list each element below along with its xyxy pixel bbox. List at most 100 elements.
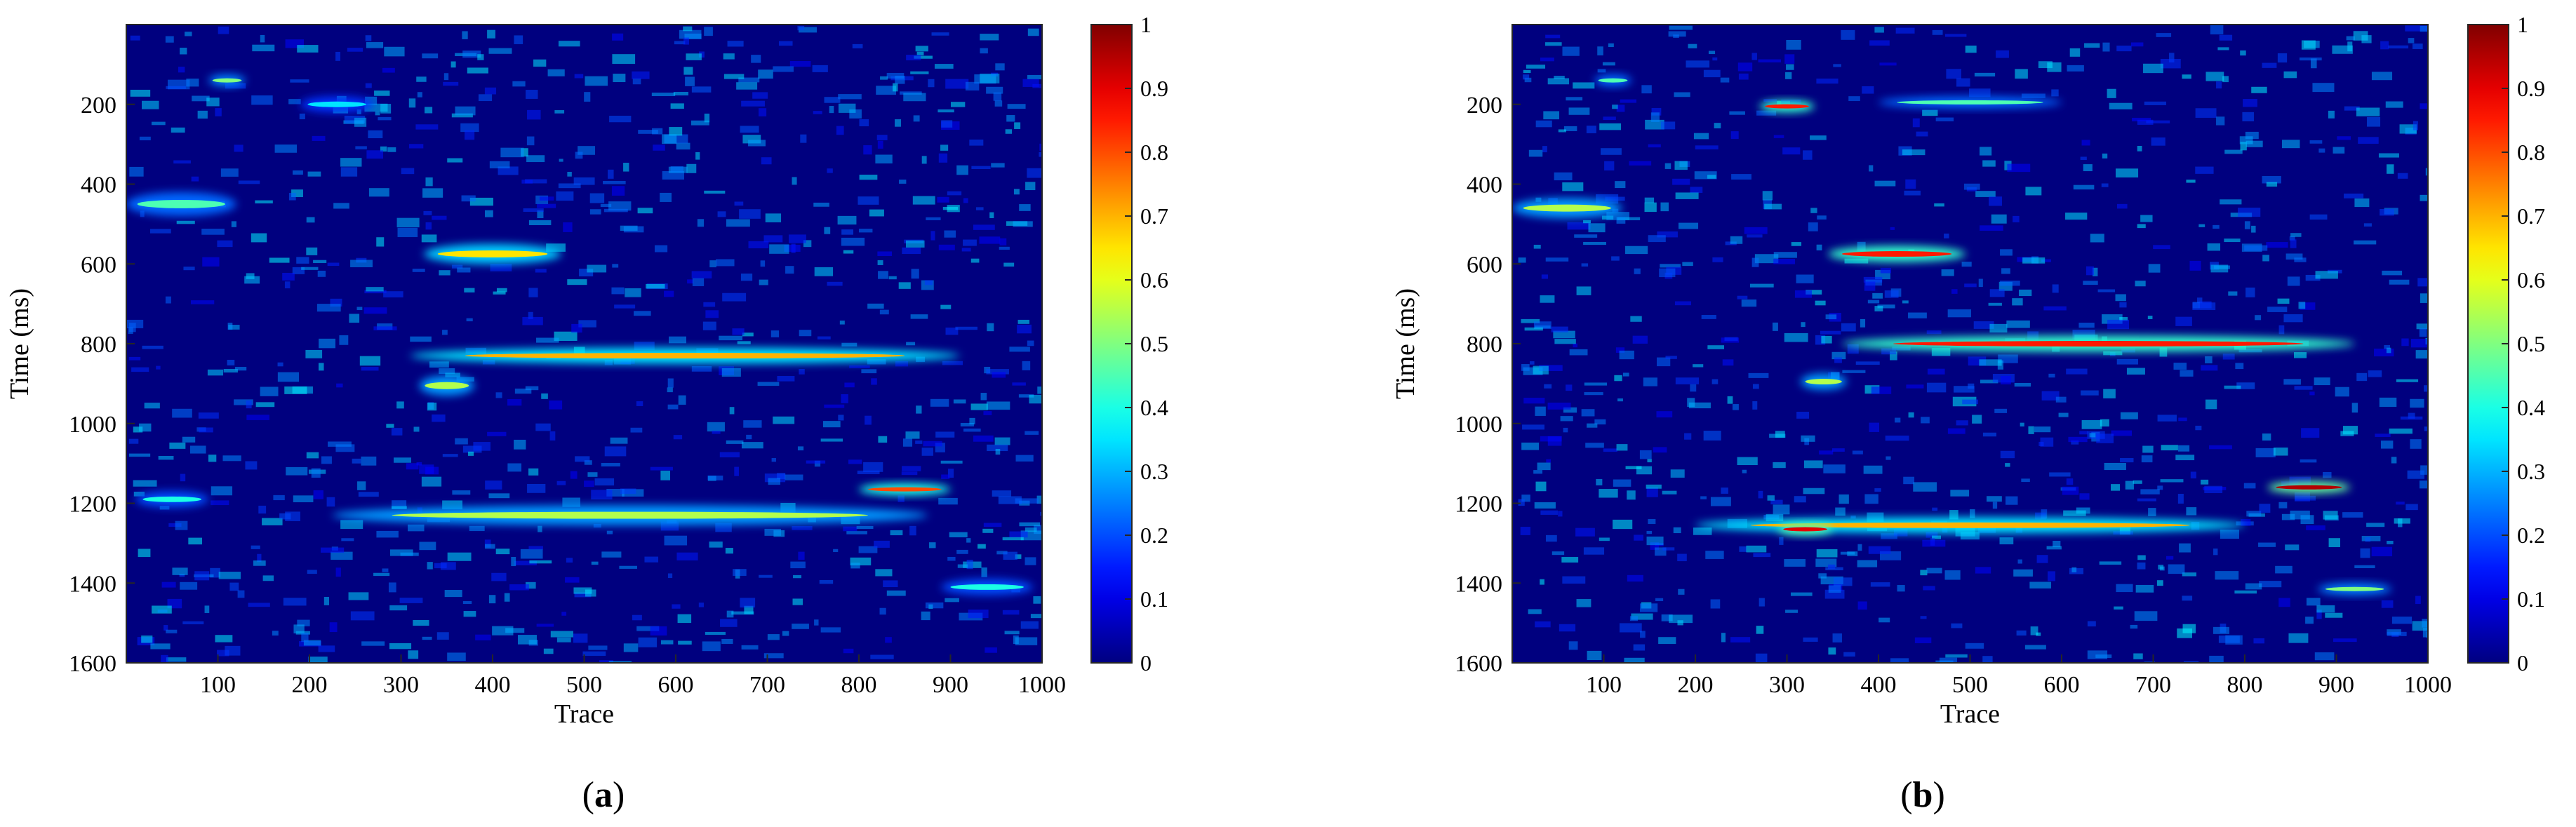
y-tick-label: 1600: [69, 651, 116, 677]
noise-speck: [2180, 370, 2194, 377]
noise-speck: [413, 426, 420, 432]
noise-speck: [396, 217, 420, 228]
noise-speck: [912, 196, 935, 205]
noise-speck: [1659, 268, 1676, 278]
noise-speck: [260, 34, 265, 43]
noise-speck: [1524, 77, 1532, 83]
noise-speck: [363, 307, 387, 314]
noise-speck: [1752, 401, 1758, 410]
noise-speck: [2153, 245, 2170, 250]
noise-speck: [2104, 462, 2126, 471]
noise-speck: [638, 130, 658, 134]
noise-speck: [274, 144, 297, 153]
noise-speck: [218, 572, 241, 579]
noise-speck: [1597, 69, 1606, 73]
noise-speck: [1616, 217, 1626, 224]
noise-speck: [2137, 224, 2146, 229]
noise-speck: [1639, 450, 1652, 459]
noise-speck: [740, 126, 759, 133]
noise-speck: [582, 651, 606, 656]
noise-speck: [2068, 436, 2088, 443]
noise-speck: [217, 650, 229, 657]
noise-speck: [2093, 267, 2098, 276]
noise-speck: [279, 513, 291, 520]
noise-speck: [1951, 289, 1958, 294]
noise-speck: [527, 483, 546, 493]
noise-speck: [1935, 117, 1954, 121]
feature-core: [392, 511, 869, 519]
noise-speck: [869, 209, 884, 217]
noise-speck: [2306, 525, 2325, 530]
noise-speck: [1534, 502, 1556, 509]
noise-speck: [2038, 61, 2053, 69]
noise-speck: [2024, 645, 2046, 650]
noise-speck: [741, 442, 763, 449]
noise-speck: [715, 523, 732, 532]
noise-speck: [691, 120, 709, 126]
noise-speck: [1523, 69, 1531, 74]
noise-speck: [2116, 203, 2128, 209]
noise-speck: [354, 117, 367, 127]
noise-speck: [667, 573, 673, 579]
noise-speck: [623, 643, 639, 652]
noise-speck: [2309, 140, 2323, 144]
noise-speck: [1567, 222, 1591, 230]
noise-speck: [2040, 437, 2054, 447]
noise-speck: [561, 612, 567, 616]
noise-speck: [2041, 259, 2051, 262]
noise-speck: [234, 367, 247, 371]
noise-speck: [528, 288, 538, 297]
noise-speck: [2281, 513, 2295, 520]
noise-speck: [1730, 236, 1743, 244]
noise-speck: [307, 570, 317, 574]
noise-speck: [662, 171, 684, 180]
noise-speck: [721, 368, 741, 377]
noise-speck: [463, 611, 476, 617]
noise-speck: [709, 542, 723, 548]
noise-speck: [2310, 58, 2317, 69]
noise-speck: [1613, 519, 1633, 530]
noise-speck: [1587, 650, 1602, 661]
noise-speck: [945, 598, 959, 603]
noise-speck: [1015, 455, 1034, 462]
noise-speck: [895, 361, 909, 367]
noise-speck: [1831, 351, 1846, 360]
noise-speck: [878, 436, 888, 443]
noise-speck: [1820, 576, 1843, 585]
noise-speck: [2000, 450, 2015, 459]
noise-speck: [1523, 74, 1530, 80]
noise-speck: [543, 648, 554, 654]
noise-speck: [841, 237, 865, 246]
noise-speck: [406, 463, 419, 470]
noise-speck: [989, 212, 994, 218]
noise-speck: [1545, 34, 1561, 39]
noise-speck: [129, 166, 144, 177]
noise-speck: [589, 193, 605, 203]
noise-speck: [1794, 496, 1806, 503]
noise-speck: [1693, 133, 1709, 140]
noise-speck: [852, 43, 863, 48]
noise-speck: [726, 440, 744, 444]
noise-speck: [2420, 465, 2428, 475]
noise-speck: [1934, 203, 1944, 207]
noise-speck: [1817, 215, 1827, 220]
noise-speck: [1923, 586, 1935, 591]
noise-speck: [2323, 511, 2338, 520]
noise-speck: [179, 573, 185, 577]
noise-speck: [365, 35, 372, 41]
noise-speck: [2236, 382, 2255, 389]
noise-speck: [306, 247, 318, 255]
noise-speck: [589, 209, 601, 215]
noise-speck: [982, 528, 994, 533]
noise-speck: [841, 229, 854, 235]
noise-speck: [1606, 212, 1630, 220]
noise-speck: [1653, 447, 1667, 453]
noise-speck: [1874, 27, 1884, 33]
noise-speck: [183, 267, 195, 271]
noise-speck: [2028, 426, 2034, 434]
noise-speck: [1739, 546, 1747, 552]
noise-speck: [1563, 126, 1577, 131]
x-tick-label: 600: [2044, 672, 2080, 698]
noise-speck: [1521, 495, 1530, 502]
noise-speck: [1553, 330, 1575, 339]
